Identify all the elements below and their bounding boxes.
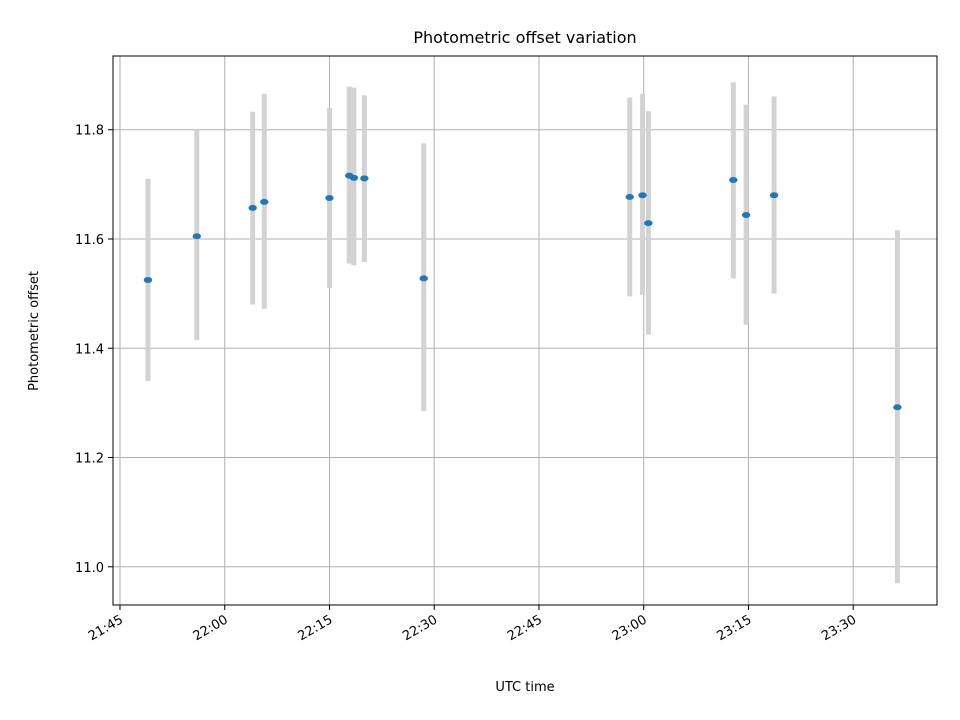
- y-tick-label: 11.4: [75, 342, 104, 357]
- data-point: [192, 233, 201, 240]
- data-point: [741, 211, 751, 218]
- x-tick-label: 21:45: [86, 612, 126, 644]
- x-tick-label: 22:15: [296, 612, 336, 644]
- data-point: [644, 220, 653, 227]
- x-tick-label: 23:00: [610, 612, 650, 644]
- data-point: [769, 192, 779, 199]
- data-point: [625, 193, 634, 200]
- axis-ticks: 21:45 22:00 22:15 22:30 22:45 23:00 23:15 23:30…: [75, 124, 859, 644]
- y-tick-label: 11.0: [75, 561, 104, 576]
- y-tick-label: 11.6: [75, 233, 104, 248]
- x-tick-label: 23:15: [715, 612, 755, 644]
- data-point: [248, 204, 257, 211]
- y-axis-label: Photometric offset: [27, 271, 42, 391]
- data-point: [419, 275, 428, 282]
- data-point: [360, 175, 369, 182]
- y-tick-label: 11.2: [75, 452, 104, 467]
- x-tick-label: 23:30: [819, 612, 859, 644]
- data-point: [729, 177, 738, 184]
- data-point: [638, 192, 647, 199]
- data-points: [143, 172, 902, 411]
- data-point: [143, 276, 153, 283]
- grid-lines: [113, 56, 937, 605]
- x-axis-label: UTC time: [495, 680, 554, 695]
- plot-area-frame: [112, 55, 938, 606]
- x-tick-label: 22:30: [400, 612, 440, 644]
- x-tick-label: 22:00: [191, 612, 231, 644]
- data-point: [260, 198, 269, 205]
- data-point: [349, 174, 359, 181]
- data-point: [325, 195, 334, 202]
- chart-title: Photometric offset variation: [413, 28, 636, 47]
- y-tick-label: 11.8: [75, 124, 104, 139]
- data-point: [893, 404, 902, 411]
- x-tick-label: 22:45: [505, 612, 545, 644]
- error-bars: [145, 82, 900, 584]
